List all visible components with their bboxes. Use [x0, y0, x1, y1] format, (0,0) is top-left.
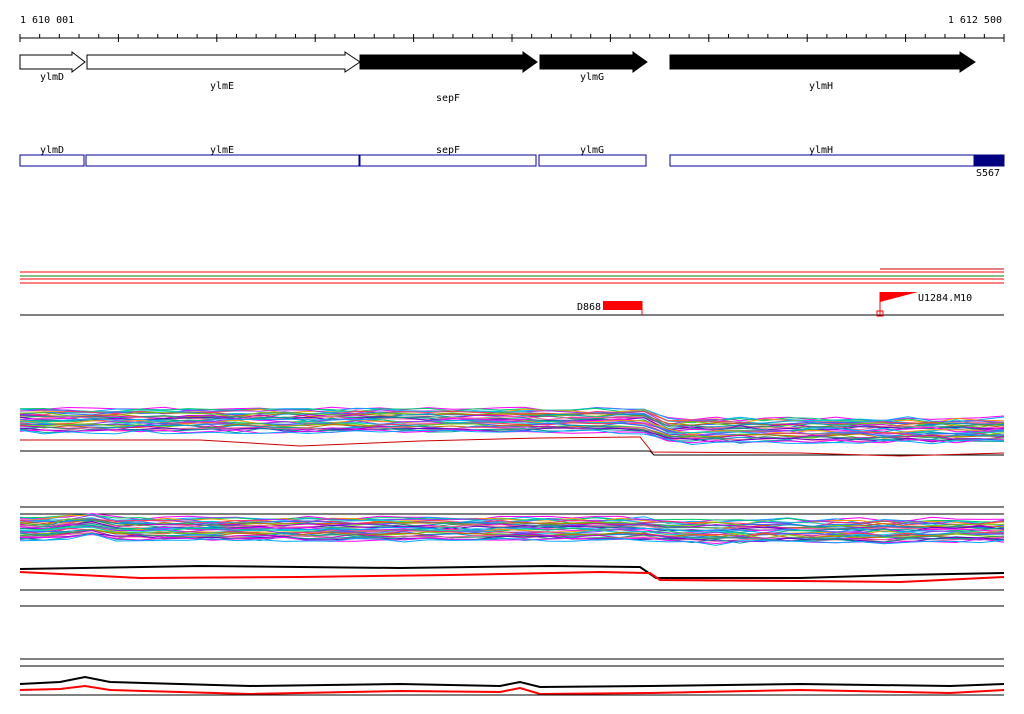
flag-icon[interactable]	[880, 292, 918, 302]
gene-label-ylmD: ylmD	[40, 72, 64, 83]
gene-arrow-ylmH[interactable]	[669, 51, 976, 73]
signal-bundle	[19, 512, 1005, 546]
ruler-end-label: 1 612 500	[948, 15, 1002, 26]
gene-arrow-ylmG[interactable]	[539, 51, 648, 73]
signal-trace	[19, 519, 1005, 530]
gene-track: ylmD ylmE sepF ylmG ylmH	[19, 50, 976, 104]
region-label-ylmH: ylmH	[809, 145, 833, 156]
signal-trace	[19, 426, 1005, 441]
ruler-start-label: 1 610 001	[20, 15, 74, 26]
signal-baseline	[649, 450, 1004, 456]
gene-label-ylmG: ylmG	[580, 72, 604, 83]
signal-red-trace	[20, 436, 1005, 457]
gene-arrow-ylmD[interactable]	[19, 50, 86, 74]
signal-black-trace	[19, 675, 1005, 689]
region-box-ylmG[interactable]	[538, 154, 647, 167]
transcript-lines	[20, 268, 1004, 284]
gene-arrow-ylmE[interactable]	[86, 51, 361, 73]
region-label-ylmG: ylmG	[580, 145, 604, 156]
signal-trace	[19, 420, 1005, 436]
signal-trace	[19, 525, 1005, 535]
gene-label-ylmH: ylmH	[809, 81, 833, 92]
region-label-sepF: sepF	[436, 145, 460, 156]
feature-label-U1284-M10: U1284.M10	[918, 293, 972, 304]
flag-base-marker	[876, 310, 884, 317]
feature-label-S567: S567	[976, 168, 1000, 179]
gene-arrow-sepF[interactable]	[359, 51, 538, 73]
region-label-ylmE: ylmE	[210, 145, 234, 156]
coordinate-ruler: 1 610 001 1 612 500	[19, 15, 1005, 42]
ruler-ticks	[19, 34, 1005, 42]
feature-label-D868: D868	[577, 302, 601, 313]
signal-trace	[19, 533, 1005, 546]
feature-block-S567[interactable]	[973, 154, 1005, 167]
signal-track-2	[19, 506, 1005, 607]
signal-track-1	[19, 406, 1005, 457]
region-label-ylmD: ylmD	[40, 145, 64, 156]
region-box-sepF[interactable]	[359, 154, 537, 167]
signal-trace	[19, 422, 1005, 438]
signal-trace	[19, 518, 1005, 528]
region-box-ylmH[interactable]	[669, 154, 975, 167]
gene-label-sepF: sepF	[436, 93, 460, 104]
region-track: ylmD ylmE sepF ylmG ylmH S567	[19, 145, 1005, 179]
signal-black-trace	[19, 564, 1005, 579]
gene-label-ylmE: ylmE	[210, 81, 234, 92]
signal-track-3	[19, 658, 1005, 696]
signal-red-trace	[19, 570, 1005, 584]
signal-red-trace	[19, 684, 1005, 696]
feature-block-D868[interactable]	[603, 301, 642, 310]
region-box-ylmD[interactable]	[19, 154, 85, 167]
signal-trace	[19, 429, 1005, 446]
signal-bundle	[19, 406, 1005, 446]
signal-trace	[19, 512, 1005, 523]
feature-track: D868 U1284.M10	[20, 292, 1004, 317]
region-box-ylmE[interactable]	[85, 154, 360, 167]
signal-trace	[19, 428, 1005, 444]
